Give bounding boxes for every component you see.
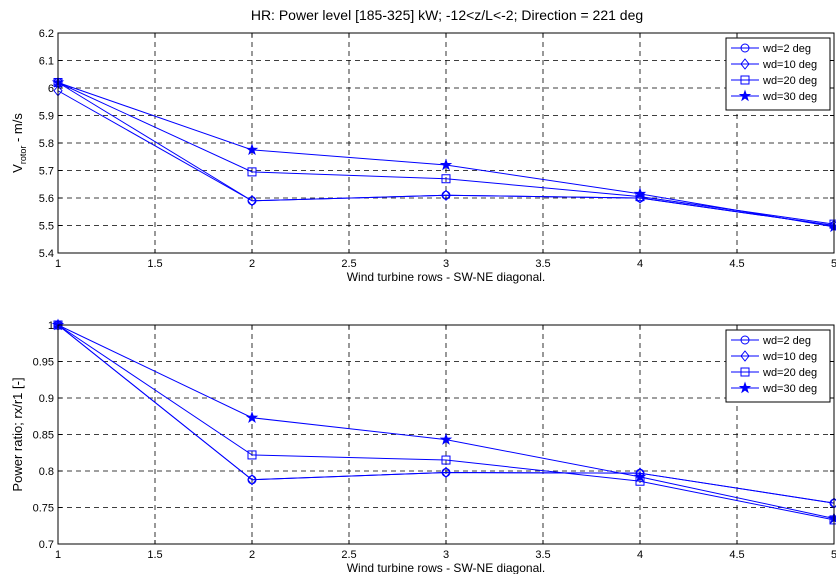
x-tick-label: 1.5 <box>147 549 162 561</box>
x-tick-label: 1 <box>55 549 61 561</box>
axes-frame <box>57 324 835 545</box>
y-tick-label: 6 <box>48 83 54 95</box>
legend-marker-3 <box>740 367 750 377</box>
legend-label-2: wd=10 deg <box>762 351 817 363</box>
legend-label-1: wd=2 deg <box>762 335 811 347</box>
series-line-2 <box>57 90 835 226</box>
data-point-4 <box>439 433 453 445</box>
data-point-3 <box>441 174 451 184</box>
data-point-2 <box>441 466 451 479</box>
x-tick-label: 2 <box>249 549 255 561</box>
y-tick-label: 1 <box>48 320 54 332</box>
y-tick-label: 0.9 <box>39 393 54 405</box>
x-axis-label: Wind turbine rows - SW-NE diagonal. <box>347 270 546 284</box>
data-point-4 <box>245 143 259 156</box>
legend-label-1: wd=2 deg <box>762 43 811 55</box>
chart-power-ratio: 1 1.5 2 2.5 3 3.5 4 4.5 5 0.7 0.75 0.8 0.85 0.9 0.95 1 W… <box>10 318 836 574</box>
y-tick-label: 5.8 <box>39 138 54 150</box>
x-tick-label: 4 <box>637 549 643 561</box>
x-tick-label: 2.5 <box>341 258 356 270</box>
x-tick-label: 3 <box>443 258 449 270</box>
data-point-3 <box>441 455 451 465</box>
y-tick-label: 6.1 <box>39 56 54 68</box>
series-line-3 <box>57 82 835 225</box>
data-point-2 <box>247 194 257 207</box>
y-tick-label: 0.75 <box>33 503 54 515</box>
data-point-4 <box>633 187 647 200</box>
y-tick-label: 0.85 <box>33 430 54 442</box>
legend-marker-2 <box>740 58 750 70</box>
x-axis-label: Wind turbine rows - SW-NE diagonal. <box>347 561 546 574</box>
x-tick-label: 1.5 <box>147 258 162 270</box>
x-tick-label: 4.5 <box>729 549 744 561</box>
x-tick-label: 1 <box>55 258 61 270</box>
legend-label-4: wd=30 deg <box>762 383 817 395</box>
y-tick-label: 5.4 <box>39 248 54 260</box>
x-tick-label: 4 <box>637 258 643 270</box>
axes-frame <box>57 32 835 254</box>
y-tick-label: 5.6 <box>39 193 54 205</box>
legend-marker-4 <box>738 89 752 102</box>
legend-marker-1 <box>740 335 750 345</box>
series-line-2 <box>57 324 835 504</box>
legend-marker-1 <box>740 43 750 53</box>
data-point-2 <box>441 189 451 202</box>
legend-marker-4 <box>738 381 752 394</box>
y-tick-label: 5.9 <box>39 111 54 123</box>
y-tick-label: 5.5 <box>39 221 54 233</box>
y-tick-label: 0.8 <box>39 466 54 478</box>
x-tick-label: 2.5 <box>341 549 356 561</box>
legend-marker-2 <box>740 350 750 362</box>
data-point-3 <box>247 450 257 460</box>
x-tick-label: 2 <box>249 258 255 270</box>
x-tick-label: 5 <box>831 549 836 561</box>
legend-label-3: wd=20 deg <box>762 367 817 379</box>
x-tick-label: 3 <box>443 549 449 561</box>
legend-label-2: wd=10 deg <box>762 59 817 71</box>
y-tick-label: 5.7 <box>39 166 54 178</box>
chart-rotor-velocity: 1 1.5 2 2.5 3 3.5 4 4.5 5 5.4 5.5 5.6 5.7 5.8 5.9 6 6.1 6… <box>10 28 836 284</box>
x-tick-label: 3.5 <box>535 258 550 270</box>
data-point-4 <box>633 470 647 483</box>
legend-label-3: wd=20 deg <box>762 75 817 87</box>
data-point-4 <box>245 411 259 423</box>
legend-label-4: wd=30 deg <box>762 91 817 103</box>
data-point-4 <box>439 158 453 171</box>
y-axis-label: Vrotor - m/s <box>10 113 28 173</box>
x-tick-label: 5 <box>831 258 836 270</box>
y-axis-label: Power ratio; rx/r1 [-] <box>10 377 25 491</box>
legend-marker-3 <box>740 75 750 85</box>
x-tick-label: 4.5 <box>729 258 744 270</box>
data-point-2 <box>247 473 257 486</box>
y-tick-label: 0.95 <box>33 357 54 369</box>
x-tick-label: 3.5 <box>535 549 550 561</box>
series-line-3 <box>57 324 835 521</box>
data-point-3 <box>247 167 257 177</box>
figure-title: HR: Power level [185-325] kW; -12<z/L<-2… <box>251 7 643 23</box>
y-tick-label: 6.2 <box>39 28 54 40</box>
y-tick-label: 0.7 <box>39 539 54 551</box>
